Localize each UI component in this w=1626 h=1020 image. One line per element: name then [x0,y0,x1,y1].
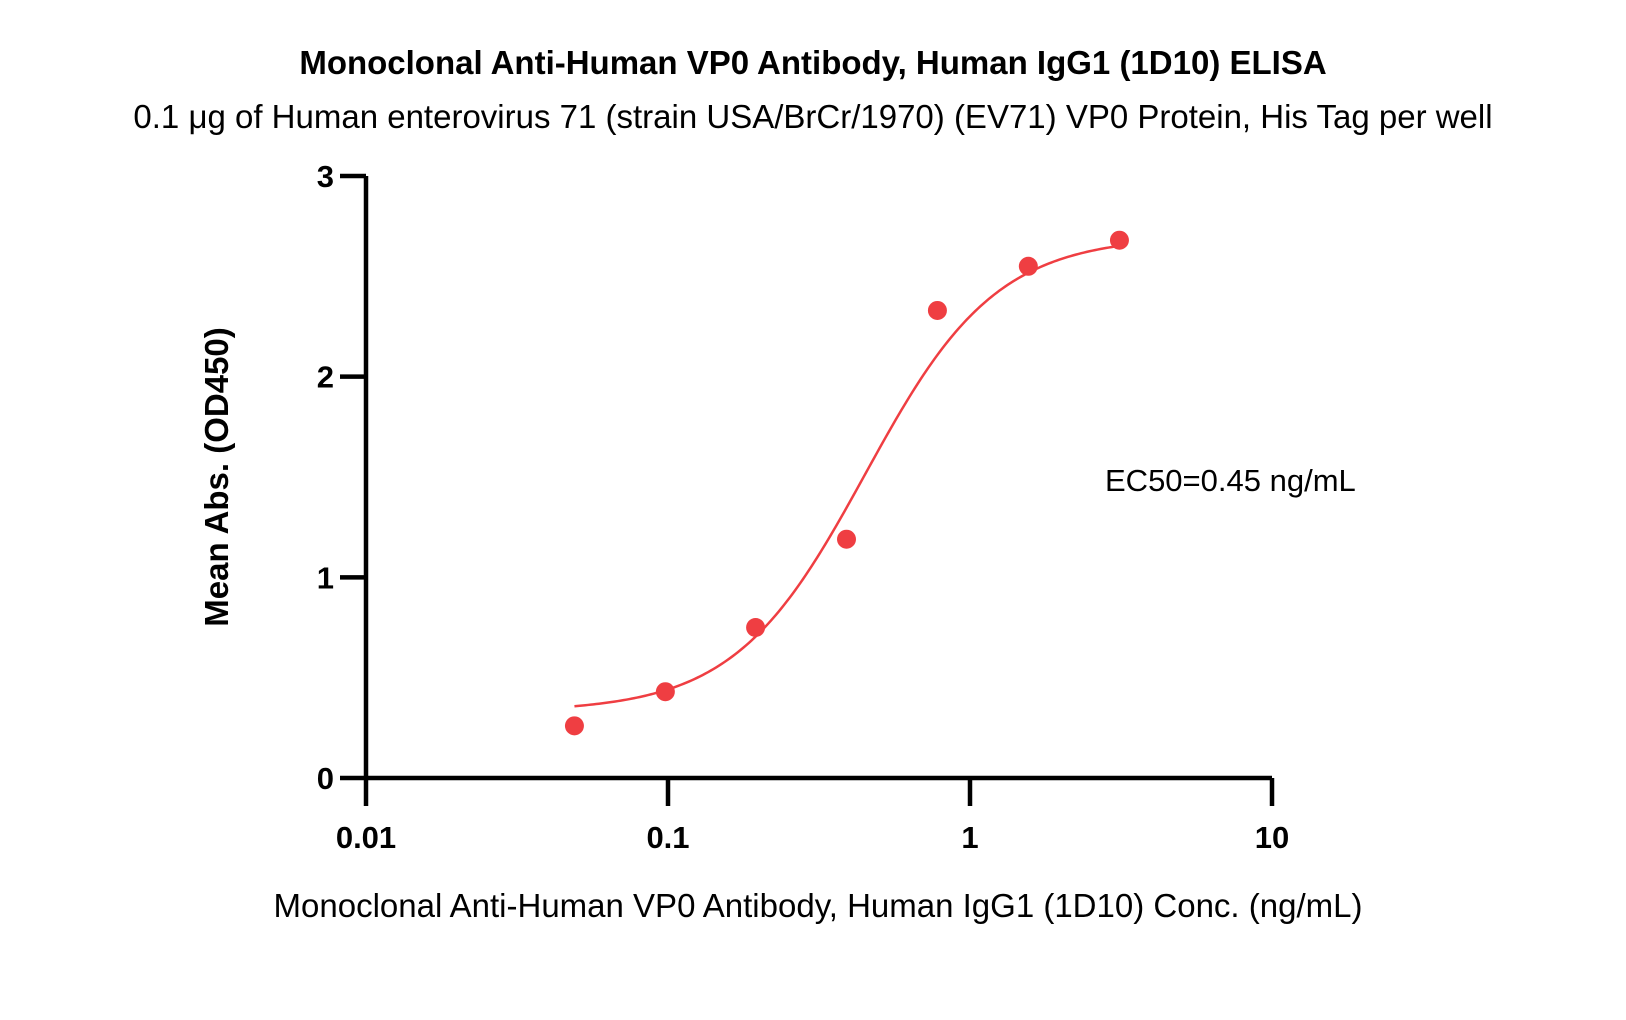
x-tick-label: 0.01 [336,820,396,855]
axes [363,176,1272,781]
y-tick-label: 1 [317,560,334,595]
data-point [837,529,857,549]
y-tick-label: 3 [317,159,334,194]
y-axis-label: Mean Abs. (OD450) [198,327,235,627]
x-tick-label: 10 [1255,820,1289,855]
data-point [1109,230,1129,250]
data-point [746,618,766,637]
ticks: 0 1 2 3 0.01 0.1 1 10 [317,159,1289,855]
chart-title: Monoclonal Anti-Human VP0 Antibody, Huma… [299,44,1327,81]
x-axis-label: Monoclonal Anti-Human VP0 Antibody, Huma… [274,887,1363,924]
data-point [655,682,675,702]
chart-subtitle: 0.1 μg of Human enterovirus 71 (strain U… [133,98,1493,135]
fit-curve [574,244,1120,708]
x-tick-label: 0.1 [646,820,689,855]
data-point [564,716,584,736]
x-tick-label: 1 [961,820,978,855]
ec50-annotation: EC50=0.45 ng/mL [1105,463,1356,498]
data-points [564,230,1129,736]
data-point [1018,256,1038,276]
fit-curve-group [574,244,1120,708]
y-tick-label: 2 [317,360,334,395]
data-point [927,300,947,320]
y-tick-label: 0 [317,761,334,796]
